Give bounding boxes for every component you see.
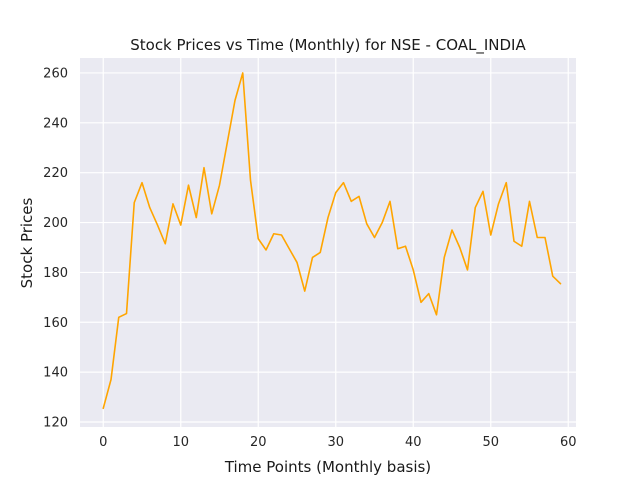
y-tick-label: 200 xyxy=(43,216,68,231)
y-tick-label: 160 xyxy=(43,316,68,331)
grid-lines xyxy=(80,58,576,427)
y-tick-label: 220 xyxy=(43,166,68,181)
y-tick-label: 140 xyxy=(43,366,68,381)
y-tick-label: 180 xyxy=(43,266,68,281)
series-layer xyxy=(102,72,562,410)
plot-area xyxy=(80,58,576,427)
x-tick-label: 10 xyxy=(172,435,189,450)
y-tick-label: 120 xyxy=(43,416,68,431)
tick-labels: 0 10 20 30 40 50 60 120 140 160 180 200 220 240 260 xyxy=(43,66,576,450)
x-tick-label: 0 xyxy=(99,435,107,450)
x-axis-label: Time Points (Monthly basis) xyxy=(224,458,431,476)
x-tick-label: 60 xyxy=(560,435,577,450)
y-tick-label: 260 xyxy=(43,66,68,81)
price-series-line xyxy=(102,72,562,410)
x-tick-label: 50 xyxy=(482,435,499,450)
x-tick-label: 40 xyxy=(405,435,422,450)
x-tick-label: 20 xyxy=(250,435,267,450)
y-tick-label: 240 xyxy=(43,116,68,131)
chart-title: Stock Prices vs Time (Monthly) for NSE -… xyxy=(130,36,526,55)
x-tick-label: 30 xyxy=(327,435,344,450)
y-axis-label: Stock Prices xyxy=(18,197,36,288)
